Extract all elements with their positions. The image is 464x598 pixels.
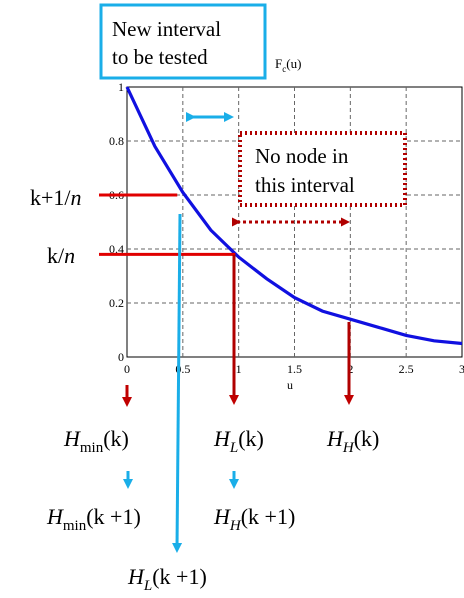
x-ticks: 00.511.522.53 xyxy=(124,362,464,376)
y-tick-label: 0 xyxy=(118,350,124,364)
no-node-annotation: No node in this interval xyxy=(240,133,405,205)
function-label: Fc(u) xyxy=(275,56,301,74)
plot-area: 00.511.522.53 00.20.40.60.81 xyxy=(109,80,464,376)
y-tick-label: 0.2 xyxy=(109,296,124,310)
y-ticks: 00.20.40.60.81 xyxy=(109,80,124,364)
no-node-text-line1: No node in xyxy=(255,144,349,168)
level-label-kn: k/n xyxy=(47,243,75,268)
grid-lines xyxy=(127,87,462,357)
x-tick-label: 2.5 xyxy=(399,362,414,376)
label-hh-k1: HH(k +1) xyxy=(213,504,295,534)
new-interval-text-line2: to be tested xyxy=(112,45,208,69)
x-tick-label: 0 xyxy=(124,362,130,376)
x-tick-label: 1 xyxy=(236,362,242,376)
label-hmin-k1: Hmin(k +1) xyxy=(46,504,141,534)
y-tick-label: 1 xyxy=(118,80,124,94)
level-label-k1n: k+1/n xyxy=(30,185,82,210)
label-hl-k1: HL(k +1) xyxy=(127,564,207,594)
label-hh-k: HH(k) xyxy=(326,426,379,456)
label-hl-k: HL(k) xyxy=(213,426,264,456)
hl-k1-drop-line xyxy=(177,214,180,548)
label-hmin-k: Hmin(k) xyxy=(63,426,129,456)
x-tick-label: 1.5 xyxy=(287,362,302,376)
new-interval-annotation: New interval to be tested xyxy=(101,5,265,78)
new-interval-text-line1: New interval xyxy=(112,17,221,41)
x-axis-label: u xyxy=(287,378,293,392)
y-tick-label: 0.8 xyxy=(109,134,124,148)
x-tick-label: 3 xyxy=(459,362,464,376)
no-node-text-line2: this interval xyxy=(255,173,355,197)
